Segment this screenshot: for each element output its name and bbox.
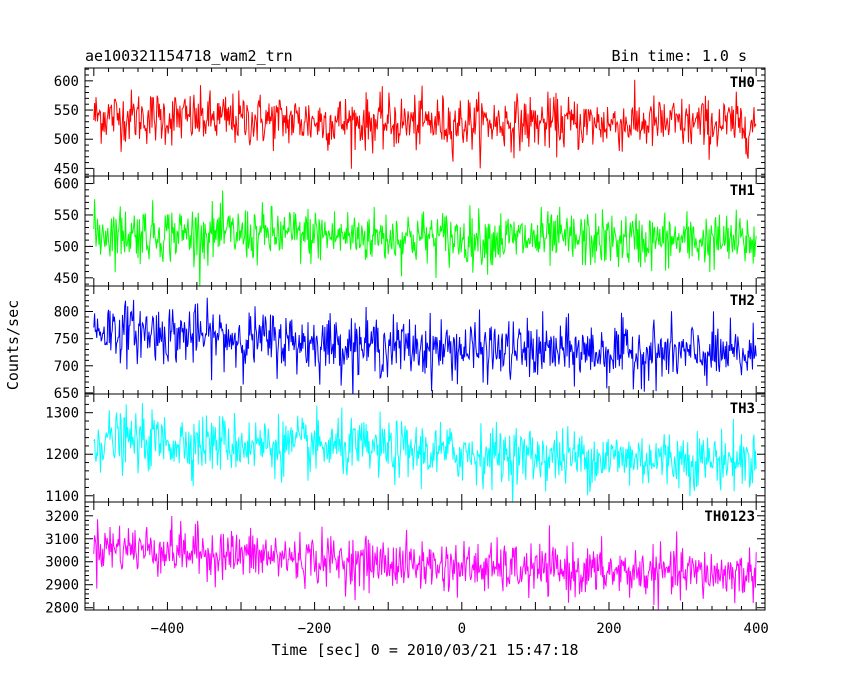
x-tick-label: 400 xyxy=(744,621,769,637)
series-label-th2: TH2 xyxy=(730,293,755,309)
series-label-th3: TH3 xyxy=(730,401,755,417)
chart-title-left: ae100321154718_wam2_trn xyxy=(85,47,293,65)
y-tick-label: 1100 xyxy=(45,489,79,505)
series-label-th0123: TH0123 xyxy=(704,509,755,525)
y-tick-label: 600 xyxy=(54,177,79,193)
x-axis: −400 −200 0 200 400 xyxy=(151,621,769,637)
x-tick-label: 200 xyxy=(596,621,621,637)
series-label-th0: TH0 xyxy=(730,75,755,91)
y-tick-label: 550 xyxy=(54,208,79,224)
y-tick-label: 700 xyxy=(54,359,79,375)
y-tick-label: 2900 xyxy=(45,578,79,594)
series-line-th1 xyxy=(93,190,757,286)
panel-th0123: 2800 2900 3000 3100 3200 TH0123 xyxy=(45,501,766,617)
y-tick-label: 800 xyxy=(54,305,79,321)
y-tick-label: 1300 xyxy=(45,406,79,422)
series-line-th3 xyxy=(93,402,757,502)
panel-frame xyxy=(84,501,766,611)
panels: 450 500 550 600 TH0 450 500 550 600 TH1 650 700 750 8… xyxy=(45,67,766,617)
y-tick-label: 450 xyxy=(54,161,79,177)
y-tick-label: 650 xyxy=(54,386,79,402)
y-tick-label: 450 xyxy=(54,271,79,287)
panel-th0: 450 500 550 600 TH0 xyxy=(54,67,766,177)
y-tick-label: 500 xyxy=(54,132,79,148)
y-tick-label: 3100 xyxy=(45,532,79,548)
series-line-th0123 xyxy=(93,515,757,610)
x-axis-label: Time [sec] 0 = 2010/03/21 15:47:18 xyxy=(271,641,578,659)
chart-title-right: Bin time: 1.0 s xyxy=(612,47,747,65)
y-tick-label: 500 xyxy=(54,239,79,255)
x-tick-label: −200 xyxy=(298,621,332,637)
y-tick-label: 3000 xyxy=(45,555,79,571)
x-tick-label: −400 xyxy=(151,621,185,637)
y-tick-label: 1200 xyxy=(45,447,79,463)
series-line-th0 xyxy=(93,79,757,169)
y-tick-label: 550 xyxy=(54,103,79,119)
y-tick-label: 3200 xyxy=(45,509,79,525)
y-tick-label: 600 xyxy=(54,74,79,90)
y-axis-label: Counts/sec xyxy=(4,300,22,390)
y-tick-label: 750 xyxy=(54,332,79,348)
panel-th1: 450 500 550 600 TH1 xyxy=(54,175,766,287)
series-line-th2 xyxy=(93,297,757,394)
y-tick-label: 2800 xyxy=(45,601,79,617)
x-tick-label: 0 xyxy=(458,621,466,637)
series-label-th1: TH1 xyxy=(730,183,755,199)
panel-frame xyxy=(84,67,766,177)
panel-th3: 1100 1200 1300 TH3 xyxy=(45,393,766,505)
panel-th2: 650 700 750 800 TH2 xyxy=(54,285,766,402)
